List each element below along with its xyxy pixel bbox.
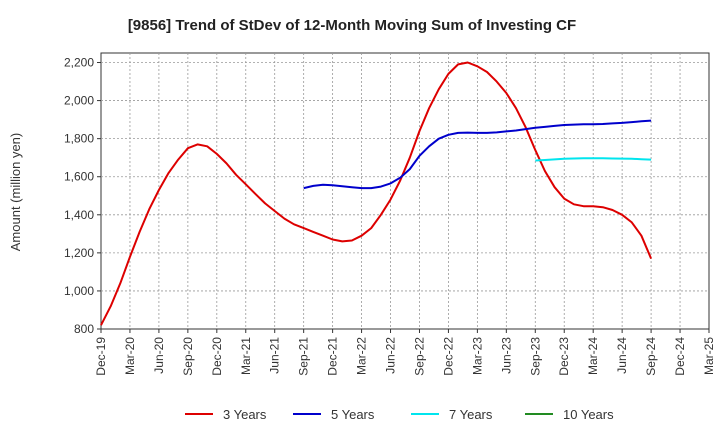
x-tick-label: Dec-24 bbox=[673, 337, 687, 376]
x-tick-label: Dec-20 bbox=[210, 337, 224, 376]
chart-title: [9856] Trend of StDev of 12-Month Moving… bbox=[128, 17, 576, 34]
plot-area bbox=[100, 52, 710, 330]
x-tick-label: Dec-19 bbox=[94, 337, 108, 376]
x-tick-label: Mar-23 bbox=[470, 337, 484, 375]
legend-label-5-years: 5 Years bbox=[331, 407, 375, 422]
legend-label-7-years: 7 Years bbox=[449, 407, 493, 422]
y-tick-label: 1,400 bbox=[64, 208, 94, 222]
x-tick-label: Mar-22 bbox=[355, 337, 369, 375]
series-line-5-years bbox=[303, 119, 652, 190]
x-ticks: Dec-19 Mar-20 Jun-20 Sep-20 Dec-20 Mar-21 Jun-… bbox=[94, 329, 716, 376]
y-tick-label: 1,000 bbox=[64, 284, 94, 298]
x-tick-label: Sep-22 bbox=[412, 337, 426, 376]
x-tick-label: Dec-23 bbox=[557, 337, 571, 376]
y-ticks: 800 1,000 1,200 1,400 1,600 1,800 2,000 2,200 bbox=[64, 56, 101, 336]
grid bbox=[101, 53, 709, 329]
x-tick-label: Sep-21 bbox=[297, 337, 311, 376]
x-tick-label: Jun-23 bbox=[499, 337, 513, 374]
x-tick-label: Dec-21 bbox=[326, 337, 340, 376]
series-line-3-years bbox=[100, 61, 653, 326]
x-tick-label: Jun-21 bbox=[268, 337, 282, 374]
series-lines bbox=[100, 61, 653, 326]
x-tick-label: Dec-22 bbox=[441, 337, 455, 376]
x-tick-label: Sep-23 bbox=[528, 337, 542, 376]
x-tick-label: Sep-24 bbox=[644, 337, 658, 376]
x-tick-label: Jun-20 bbox=[152, 337, 166, 374]
y-tick-label: 1,600 bbox=[64, 170, 94, 184]
y-tick-label: 2,200 bbox=[64, 56, 94, 70]
y-tick-label: 1,800 bbox=[64, 132, 94, 146]
x-tick-label: Mar-21 bbox=[239, 337, 253, 375]
series-line-7-years bbox=[535, 157, 652, 162]
x-tick-label: Sep-20 bbox=[181, 337, 195, 376]
legend-label-3-years: 3 Years bbox=[223, 407, 267, 422]
legend-label-10-years: 10 Years bbox=[563, 407, 614, 422]
x-tick-label: Mar-20 bbox=[123, 337, 137, 375]
x-tick-label: Mar-24 bbox=[586, 337, 600, 375]
x-tick-label: Jun-24 bbox=[615, 337, 629, 374]
x-tick-label: Mar-25 bbox=[702, 337, 716, 375]
y-tick-label: 2,000 bbox=[64, 94, 94, 108]
y-tick-label: 1,200 bbox=[64, 246, 94, 260]
x-tick-label: Jun-22 bbox=[384, 337, 398, 374]
legend: 3 Years 5 Years 7 Years 10 Years bbox=[185, 407, 614, 422]
y-axis-label: Amount (million yen) bbox=[8, 133, 23, 252]
y-tick-label: 800 bbox=[74, 322, 94, 336]
